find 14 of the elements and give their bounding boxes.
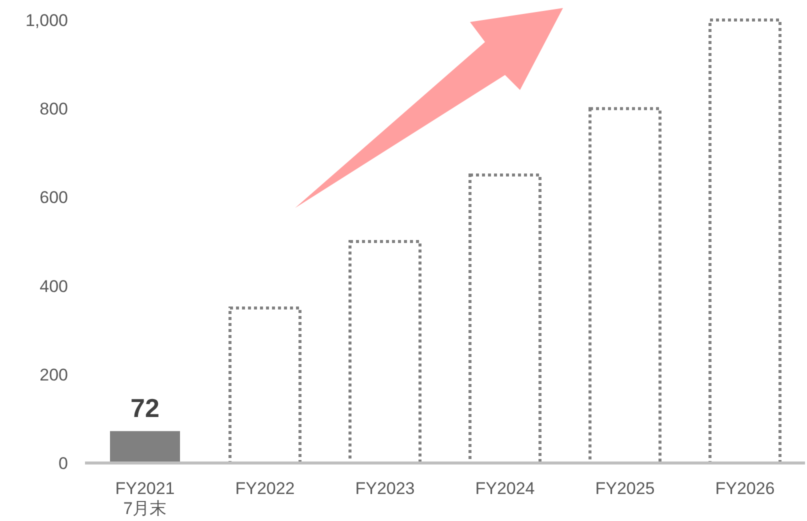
x-tick-label: FY2023 xyxy=(355,479,415,498)
y-tick-label: 800 xyxy=(40,100,68,119)
y-tick-label: 600 xyxy=(40,188,68,208)
bar xyxy=(110,431,180,463)
x-tick-label: FY2024 xyxy=(475,479,535,498)
y-tick-label: 200 xyxy=(40,365,68,384)
y-tick-label: 0 xyxy=(58,454,68,473)
x-tick-label: FY2025 xyxy=(595,479,655,498)
y-tick-label: 1,000 xyxy=(25,11,68,30)
x-tick-label: FY2022 xyxy=(235,479,295,498)
y-tick-label: 400 xyxy=(40,276,68,296)
data-label: 72 xyxy=(130,393,160,424)
x-tick-label: FY2021 7月末 xyxy=(115,479,175,518)
x-tick-label: FY2026 xyxy=(715,479,775,498)
